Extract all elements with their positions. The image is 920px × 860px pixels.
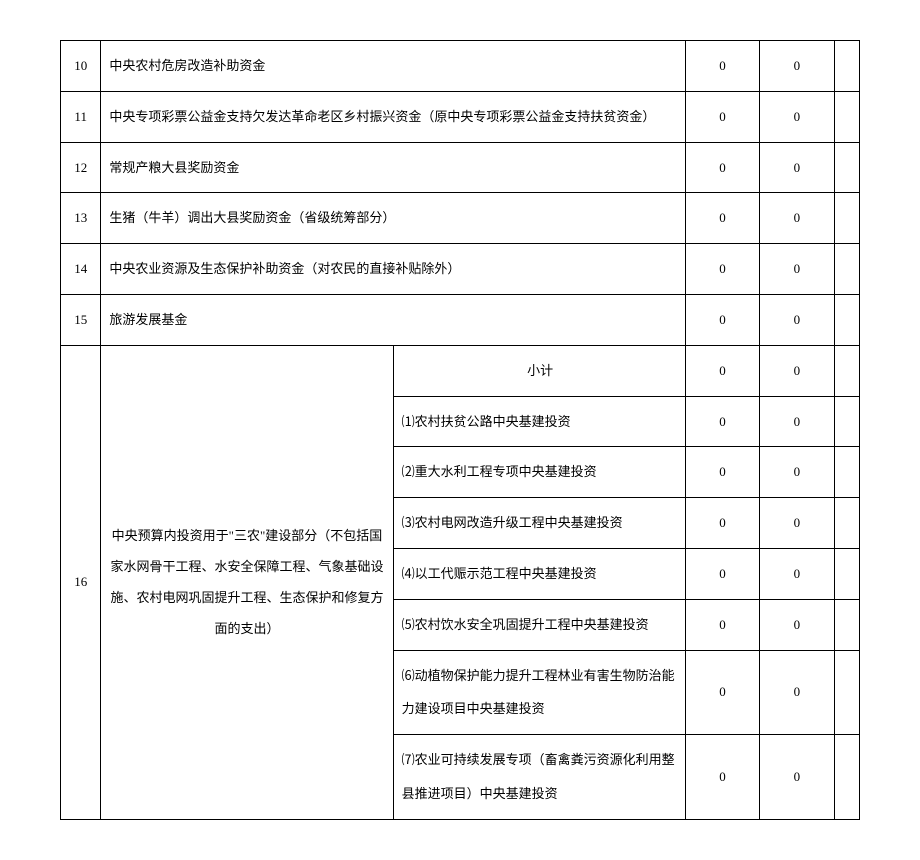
row-value-3 <box>834 599 860 650</box>
row-value-1: 0 <box>685 548 759 599</box>
row-desc: 生猪（牛羊）调出大县奖励资金（省级统筹部分） <box>101 193 685 244</box>
row-index: 13 <box>61 193 101 244</box>
row-value-1: 0 <box>685 244 759 295</box>
row-value-1: 0 <box>685 142 759 193</box>
row-desc: 旅游发展基金 <box>101 294 685 345</box>
sub-name: ⑷以工代赈示范工程中央基建投资 <box>393 548 685 599</box>
row-value-2: 0 <box>760 735 834 820</box>
sub-name: ⑵重大水利工程专项中央基建投资 <box>393 447 685 498</box>
row-value-1: 0 <box>685 498 759 549</box>
funds-table: 10 中央农村危房改造补助资金 0 0 11 中央专项彩票公益金支持欠发达革命老… <box>60 40 860 820</box>
row-index: 14 <box>61 244 101 295</box>
row-value-2: 0 <box>760 345 834 396</box>
row-value-3 <box>834 447 860 498</box>
row-index: 10 <box>61 41 101 92</box>
table-row: 10 中央农村危房改造补助资金 0 0 <box>61 41 860 92</box>
sub-name: ⑺农业可持续发展专项（畜禽粪污资源化利用整县推进项目）中央基建投资 <box>393 735 685 820</box>
row-value-1: 0 <box>685 396 759 447</box>
row-value-2: 0 <box>760 396 834 447</box>
table-row: 14 中央农业资源及生态保护补助资金（对农民的直接补贴除外） 0 0 <box>61 244 860 295</box>
row-index: 15 <box>61 294 101 345</box>
table-row: 15 旅游发展基金 0 0 <box>61 294 860 345</box>
row-value-3 <box>834 650 860 735</box>
row-value-2: 0 <box>760 548 834 599</box>
row-value-2: 0 <box>760 599 834 650</box>
row-value-2: 0 <box>760 447 834 498</box>
row-value-1: 0 <box>685 294 759 345</box>
row-value-1: 0 <box>685 735 759 820</box>
row-value-3 <box>834 244 860 295</box>
row-value-3 <box>834 345 860 396</box>
row-index: 16 <box>61 345 101 819</box>
row-value-3 <box>834 396 860 447</box>
row-value-1: 0 <box>685 193 759 244</box>
row-index: 12 <box>61 142 101 193</box>
row-value-2: 0 <box>760 244 834 295</box>
row-value-1: 0 <box>685 91 759 142</box>
row-value-1: 0 <box>685 447 759 498</box>
table-row: 11 中央专项彩票公益金支持欠发达革命老区乡村振兴资金（原中央专项彩票公益金支持… <box>61 91 860 142</box>
row-desc: 中央农业资源及生态保护补助资金（对农民的直接补贴除外） <box>101 244 685 295</box>
row-value-2: 0 <box>760 142 834 193</box>
row-value-3 <box>834 91 860 142</box>
row-value-2: 0 <box>760 498 834 549</box>
row-value-3 <box>834 142 860 193</box>
row-value-1: 0 <box>685 599 759 650</box>
row-value-1: 0 <box>685 650 759 735</box>
row-value-3 <box>834 548 860 599</box>
row-group-label: 中央预算内投资用于"三农"建设部分（不包括国家水网骨干工程、水安全保障工程、气象… <box>101 345 393 819</box>
row-value-2: 0 <box>760 294 834 345</box>
row-value-1: 0 <box>685 41 759 92</box>
row-desc: 中央专项彩票公益金支持欠发达革命老区乡村振兴资金（原中央专项彩票公益金支持扶贫资… <box>101 91 685 142</box>
row-value-2: 0 <box>760 41 834 92</box>
row-desc: 中央农村危房改造补助资金 <box>101 41 685 92</box>
table-row: 12 常规产粮大县奖励资金 0 0 <box>61 142 860 193</box>
row-value-3 <box>834 294 860 345</box>
row-value-2: 0 <box>760 91 834 142</box>
sub-name: ⑸农村饮水安全巩固提升工程中央基建投资 <box>393 599 685 650</box>
row-index: 11 <box>61 91 101 142</box>
table-row: 16 中央预算内投资用于"三农"建设部分（不包括国家水网骨干工程、水安全保障工程… <box>61 345 860 396</box>
sub-name: 小计 <box>393 345 685 396</box>
row-value-3 <box>834 498 860 549</box>
row-value-1: 0 <box>685 345 759 396</box>
row-value-3 <box>834 735 860 820</box>
row-value-2: 0 <box>760 193 834 244</box>
sub-name: ⑹动植物保护能力提升工程林业有害生物防治能力建设项目中央基建投资 <box>393 650 685 735</box>
sub-name: ⑴农村扶贫公路中央基建投资 <box>393 396 685 447</box>
row-value-3 <box>834 41 860 92</box>
sub-name: ⑶农村电网改造升级工程中央基建投资 <box>393 498 685 549</box>
row-value-2: 0 <box>760 650 834 735</box>
row-desc: 常规产粮大县奖励资金 <box>101 142 685 193</box>
row-value-3 <box>834 193 860 244</box>
table-row: 13 生猪（牛羊）调出大县奖励资金（省级统筹部分） 0 0 <box>61 193 860 244</box>
